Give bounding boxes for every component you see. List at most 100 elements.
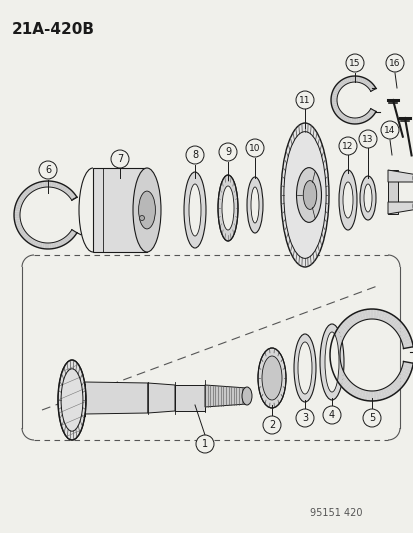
Polygon shape <box>330 102 337 106</box>
Circle shape <box>185 146 204 164</box>
Ellipse shape <box>359 176 375 220</box>
Polygon shape <box>380 389 385 399</box>
Polygon shape <box>66 235 72 240</box>
Text: 10: 10 <box>249 143 260 152</box>
Polygon shape <box>63 237 68 244</box>
Polygon shape <box>61 239 66 245</box>
Polygon shape <box>386 385 394 395</box>
Polygon shape <box>93 168 147 252</box>
Polygon shape <box>68 191 74 197</box>
Polygon shape <box>346 316 354 326</box>
Text: 2: 2 <box>268 420 275 430</box>
Ellipse shape <box>250 187 259 223</box>
Polygon shape <box>22 233 28 239</box>
Polygon shape <box>357 389 363 399</box>
Polygon shape <box>335 111 341 117</box>
Polygon shape <box>375 309 379 320</box>
Polygon shape <box>19 230 26 235</box>
Ellipse shape <box>242 387 252 405</box>
Polygon shape <box>21 193 27 198</box>
Polygon shape <box>332 367 342 374</box>
Polygon shape <box>401 337 411 343</box>
Ellipse shape <box>338 170 356 230</box>
Polygon shape <box>330 101 336 103</box>
Circle shape <box>295 409 313 427</box>
Polygon shape <box>394 378 403 387</box>
Polygon shape <box>14 214 20 216</box>
Polygon shape <box>351 313 358 323</box>
Polygon shape <box>392 320 401 330</box>
Polygon shape <box>370 309 373 319</box>
Polygon shape <box>337 325 347 334</box>
Polygon shape <box>44 243 47 249</box>
Polygon shape <box>399 369 410 376</box>
Text: 11: 11 <box>299 95 310 104</box>
Polygon shape <box>331 365 341 370</box>
Polygon shape <box>85 382 147 414</box>
Polygon shape <box>14 216 20 219</box>
Polygon shape <box>24 189 30 195</box>
Polygon shape <box>18 197 24 202</box>
Polygon shape <box>337 112 342 118</box>
Polygon shape <box>333 109 339 113</box>
Circle shape <box>385 54 403 72</box>
Polygon shape <box>354 76 356 82</box>
Polygon shape <box>344 78 348 84</box>
Polygon shape <box>333 334 343 341</box>
Polygon shape <box>15 222 21 227</box>
Polygon shape <box>401 367 411 373</box>
Text: 6: 6 <box>45 165 51 175</box>
Polygon shape <box>39 182 43 188</box>
Circle shape <box>362 409 380 427</box>
Polygon shape <box>342 320 350 329</box>
Polygon shape <box>47 243 50 249</box>
Polygon shape <box>354 388 361 399</box>
Polygon shape <box>373 309 376 319</box>
Polygon shape <box>397 374 407 382</box>
Polygon shape <box>346 384 354 394</box>
Polygon shape <box>340 115 345 120</box>
Polygon shape <box>57 240 62 247</box>
Polygon shape <box>359 117 363 123</box>
Text: 7: 7 <box>116 154 123 164</box>
Polygon shape <box>329 357 339 360</box>
Polygon shape <box>331 104 337 107</box>
Ellipse shape <box>280 123 328 267</box>
Polygon shape <box>49 181 52 187</box>
Polygon shape <box>365 114 370 119</box>
Ellipse shape <box>183 172 206 248</box>
Polygon shape <box>30 185 35 191</box>
Polygon shape <box>380 311 385 321</box>
Circle shape <box>322 406 340 424</box>
Polygon shape <box>369 87 375 91</box>
Ellipse shape <box>221 186 233 230</box>
Polygon shape <box>352 118 354 124</box>
Polygon shape <box>350 118 352 124</box>
Circle shape <box>245 139 263 157</box>
Polygon shape <box>335 84 341 89</box>
Polygon shape <box>331 340 341 346</box>
Polygon shape <box>384 387 391 397</box>
Polygon shape <box>354 118 356 124</box>
Polygon shape <box>348 76 351 83</box>
Polygon shape <box>334 330 344 338</box>
Ellipse shape <box>261 356 281 400</box>
Polygon shape <box>65 188 70 194</box>
Ellipse shape <box>342 182 352 218</box>
Polygon shape <box>382 312 388 322</box>
Polygon shape <box>382 388 388 398</box>
Polygon shape <box>17 199 23 204</box>
Polygon shape <box>332 107 338 111</box>
Ellipse shape <box>412 170 413 186</box>
Polygon shape <box>34 183 39 189</box>
Polygon shape <box>349 385 356 395</box>
Polygon shape <box>402 343 412 349</box>
Text: 4: 4 <box>328 410 334 420</box>
Polygon shape <box>397 328 407 336</box>
Polygon shape <box>339 378 349 387</box>
Polygon shape <box>69 193 76 199</box>
Polygon shape <box>363 115 368 120</box>
Circle shape <box>139 215 144 221</box>
Circle shape <box>111 150 129 168</box>
Polygon shape <box>334 85 340 90</box>
